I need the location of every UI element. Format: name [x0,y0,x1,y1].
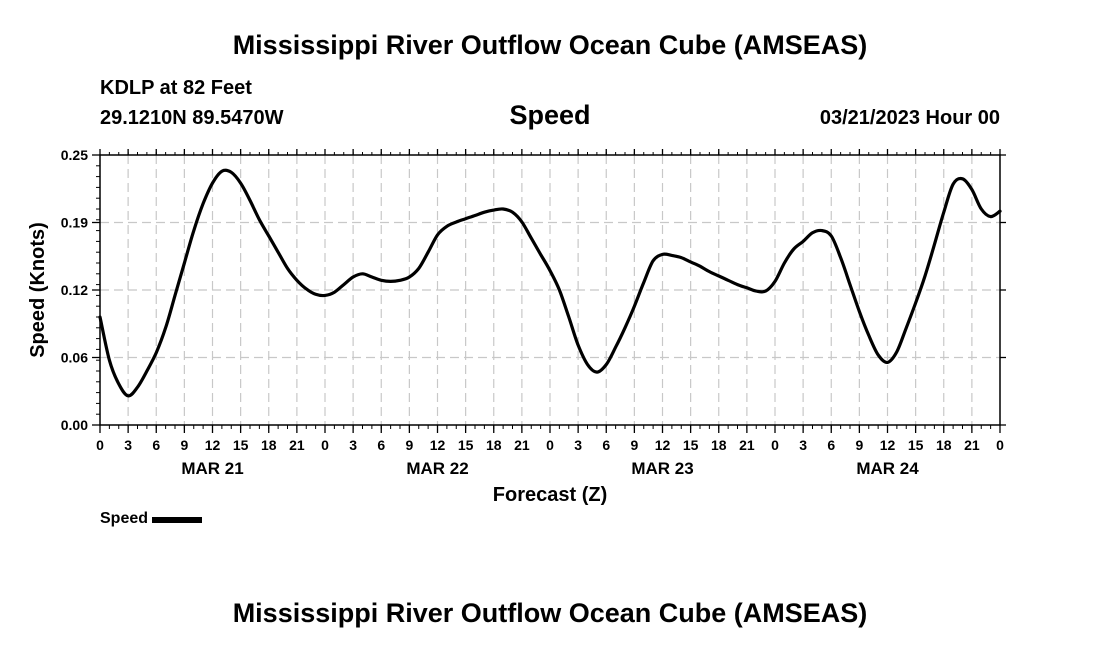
x-tick-label: 9 [405,437,413,453]
y-tick-label: 0.06 [61,350,88,366]
coordinates-label: 29.1210N 89.5470W [100,107,284,129]
x-tick-label: 12 [655,437,671,453]
date-label: MAR 24 [856,459,919,478]
x-tick-label: 18 [711,437,727,453]
date-label: MAR 21 [181,459,243,478]
legend-label: Speed [100,510,149,527]
legend-swatch [152,517,203,523]
x-tick-label: 3 [124,437,132,453]
grid-lines [100,155,1000,425]
x-tick-label: 21 [289,437,305,453]
x-tick-label: 0 [771,437,779,453]
x-tick-label: 12 [205,437,221,453]
x-tick-label: 18 [936,437,952,453]
x-tick-label: 15 [908,437,924,453]
y-tick-label: 0.19 [61,215,88,231]
station-label: KDLP at 82 Feet [100,77,252,99]
x-tick-label: 15 [683,437,699,453]
axis-ticks [92,149,1006,433]
x-tick-label: 18 [486,437,502,453]
x-tick-label: 3 [799,437,807,453]
x-tick-label: 3 [574,437,582,453]
x-tick-label: 18 [261,437,277,453]
x-tick-label: 0 [996,437,1004,453]
y-axis-title: Speed (Knots) [27,222,49,358]
y-tick-label: 0.25 [61,147,88,163]
x-tick-label: 9 [630,437,638,453]
x-tick-label: 6 [827,437,835,453]
x-tick-label: 15 [233,437,249,453]
x-tick-label: 6 [152,437,160,453]
date-label: MAR 22 [406,459,468,478]
date-label: MAR 23 [631,459,693,478]
forecast-datetime: 03/21/2023 Hour 00 [819,107,1000,129]
x-tick-label: 0 [321,437,329,453]
x-tick-label: 0 [546,437,554,453]
x-tick-label: 0 [96,437,104,453]
x-axis-title: Forecast (Z) [493,484,607,506]
x-tick-label: 6 [377,437,385,453]
footer-title: Mississippi River Outflow Ocean Cube (AM… [232,598,868,628]
legend: Speed [100,510,203,528]
speed-series-line [98,168,1002,398]
x-tick-label: 6 [602,437,610,453]
y-tick-label: 0.00 [61,417,88,433]
x-tick-label: 15 [458,437,474,453]
x-tick-label: 21 [514,437,530,453]
x-tick-label: 12 [430,437,446,453]
x-tick-label: 9 [855,437,863,453]
chart-title: Mississippi River Outflow Ocean Cube (AM… [232,30,868,60]
axis-labels: 0 3 6 9 12 15 18 21 0 3 6 9 12 15 18 21 0 3 6 9 12 15 18 21 0 3 6 9… [27,147,1004,506]
x-tick-label: 12 [880,437,896,453]
x-tick-label: 9 [180,437,188,453]
x-tick-label: 3 [349,437,357,453]
x-tick-label: 21 [739,437,755,453]
variable-title: Speed [509,100,591,130]
x-tick-label: 21 [964,437,980,453]
y-tick-label: 0.12 [61,282,88,298]
